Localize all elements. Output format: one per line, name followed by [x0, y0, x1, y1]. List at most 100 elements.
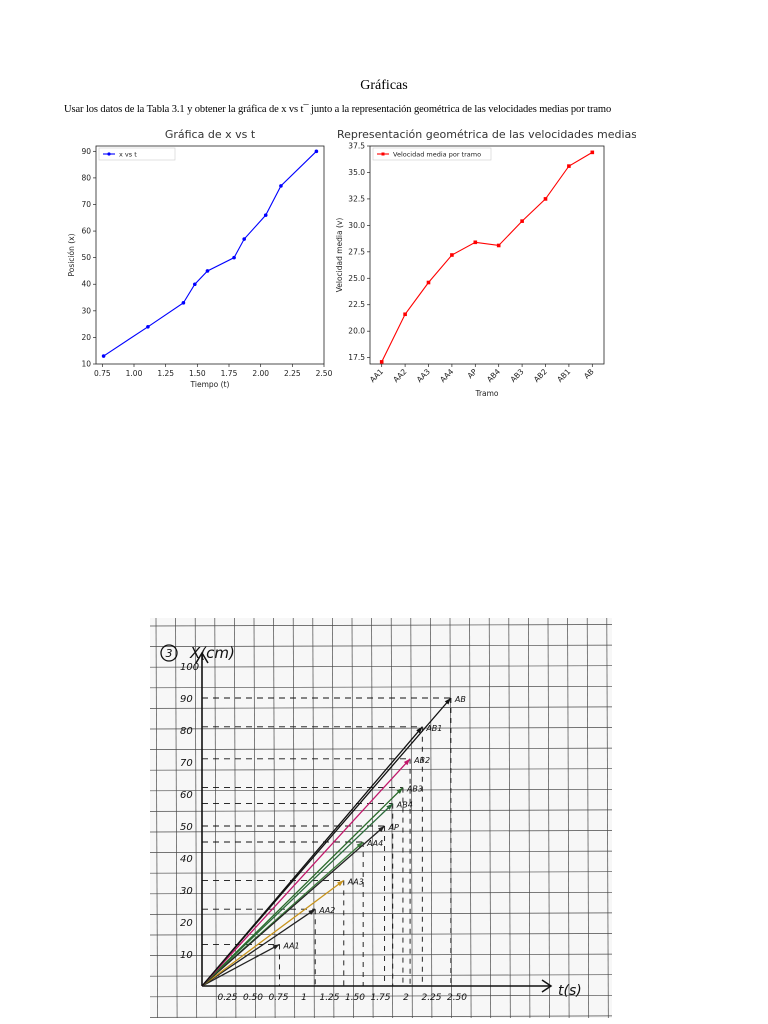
line-label: AA1: [283, 941, 300, 950]
x-tick-label: 0.25: [217, 993, 237, 1003]
data-point: [403, 312, 407, 317]
grid-line-h: [150, 727, 612, 730]
arrow-head: [444, 698, 451, 705]
grid-line-v: [332, 618, 335, 1018]
grid-line-v: [155, 618, 158, 1018]
x-tick-label: AB3: [508, 367, 525, 384]
x-axis-label: Tiempo (t): [190, 380, 230, 389]
instruction-text: Usar los datos de la Tabla 3.1 y obtener…: [64, 104, 612, 115]
data-point: [279, 184, 283, 188]
x-tick-label: 2.25: [284, 369, 301, 378]
data-point: [263, 213, 268, 217]
arrow-head: [337, 880, 344, 887]
grid-line-h: [150, 747, 612, 750]
data-point: [379, 360, 384, 364]
y-tick-label: 22.5: [348, 300, 365, 309]
grid-line-v: [528, 618, 531, 1018]
grid-line-v: [410, 618, 413, 1018]
grid-line-h: [150, 706, 612, 709]
x-tick-label: AP: [466, 367, 480, 381]
plot-frame: [95, 145, 325, 365]
x-tick-label: 2: [403, 993, 409, 1003]
y-tick-label: 50: [180, 822, 193, 833]
y-axis-label: X(cm): [189, 644, 235, 662]
x-tick-label: AA2: [391, 367, 408, 384]
grid-line-h: [150, 624, 612, 627]
grid-line-h: [150, 644, 612, 647]
arrow-head: [272, 944, 280, 950]
y-tick-label: 37.5: [348, 142, 365, 151]
grid-line-h: [150, 933, 612, 936]
y-tick-label: 25.0: [348, 274, 365, 283]
grid-line-h: [150, 974, 612, 977]
legend-box: [98, 147, 176, 161]
x-tick-label: AB2: [532, 367, 549, 384]
chart-x-vs-t: Gráfica de x vs t 0.75 1.00 1.25 1.50 1.75 2.0…: [67, 128, 332, 389]
x-tick-label: 1.50: [345, 993, 365, 1003]
y-tick-label: 100: [180, 662, 199, 673]
y-tick-label: 80: [180, 726, 193, 737]
data-point: [181, 301, 186, 305]
y-tick-label: 90: [81, 147, 91, 156]
chart-title: Representación geométrica de las velocid…: [337, 128, 636, 141]
line-label: AP: [388, 823, 399, 832]
x-tick-label: 0.75: [94, 369, 111, 378]
grid-line-v: [351, 618, 354, 1018]
data-point: [314, 149, 319, 154]
velocity-line: [201, 758, 411, 987]
y-tick-label: 30.0: [348, 221, 365, 230]
legend-marker: [107, 152, 111, 156]
y-tick-label: 90: [180, 694, 193, 705]
x-tick-label: 2.25: [421, 993, 441, 1003]
y-tick-label: 40: [180, 854, 193, 865]
number-label: 3: [166, 647, 173, 660]
grid-line-h: [150, 953, 612, 956]
x-tick-label: AA4: [438, 367, 455, 384]
x-tick-label: 0.75: [268, 993, 288, 1003]
number-circle: [160, 644, 178, 662]
hand-drawn-graph: 3 X(cm) t(s) 100 90 80 70 60 50 40 30 20 10 0.25 0.50 0…: [150, 618, 612, 1018]
x-tick-label: 1: [301, 993, 307, 1003]
grid-line-v: [214, 618, 217, 1018]
grid-line-v: [175, 618, 178, 1018]
legend-box: [372, 147, 492, 161]
legend-label: x vs t: [119, 151, 137, 159]
x-tick-label: AA1: [368, 367, 385, 384]
y-tick-label: 70: [81, 200, 91, 209]
grid-line-h: [150, 665, 612, 668]
legend-label: Velocidad media por tramo: [393, 151, 481, 159]
line-label: AB3: [406, 785, 423, 794]
grid-line-v: [508, 618, 511, 1018]
grid-line-h: [150, 850, 612, 853]
hand-y-arrow: [195, 651, 209, 664]
y-tick-label: 32.5: [348, 194, 365, 203]
data-point: [426, 280, 431, 285]
x-tick-label: 1.75: [221, 369, 238, 378]
data-point: [590, 150, 595, 155]
line-label: AB4: [396, 801, 413, 810]
grid-line-v: [567, 618, 570, 1018]
grid-line-v: [253, 618, 256, 1018]
y-tick-label: 70: [180, 758, 193, 769]
grid-line-v: [312, 618, 315, 1018]
grid-line-v: [273, 618, 276, 1018]
x-tick-label: AB4: [485, 367, 502, 384]
arrow-head: [378, 826, 385, 833]
line-label: AA3: [347, 877, 364, 886]
grid-line-v: [606, 618, 609, 1018]
y-tick-label: 60: [180, 790, 193, 801]
grid-line-h: [150, 871, 612, 874]
y-axis-label: Posición (x): [67, 233, 76, 276]
velocity-line: [201, 697, 452, 987]
grid-line-v: [390, 618, 394, 1018]
y-tick-label: 30: [81, 306, 91, 315]
arrow-head: [396, 787, 403, 794]
chart-title: Gráfica de x vs t: [165, 128, 256, 141]
velocity-line: [201, 908, 316, 987]
line-label: AA2: [318, 906, 335, 915]
arrow-head: [386, 803, 393, 810]
legend-marker: [381, 152, 385, 156]
data-point: [567, 164, 571, 168]
x-tick-label: 0.50: [243, 993, 263, 1003]
data-point: [193, 282, 197, 287]
